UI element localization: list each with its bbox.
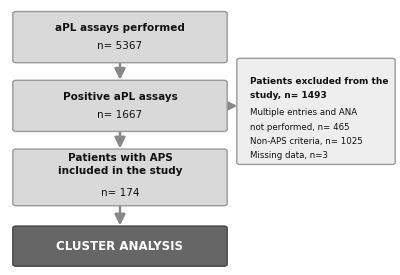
Text: n= 1667: n= 1667 [98, 110, 142, 120]
FancyBboxPatch shape [13, 149, 227, 206]
Text: Missing data, n=3: Missing data, n=3 [250, 151, 328, 160]
Text: study, n= 1493: study, n= 1493 [250, 91, 327, 100]
Text: Patients excluded from the: Patients excluded from the [250, 77, 388, 86]
Text: not performed, n= 465: not performed, n= 465 [250, 123, 350, 132]
Text: n= 174: n= 174 [101, 188, 139, 198]
Text: Patients with APS
included in the study: Patients with APS included in the study [58, 153, 182, 176]
Text: aPL assays performed: aPL assays performed [55, 23, 185, 33]
FancyBboxPatch shape [13, 226, 227, 266]
Text: Positive aPL assays: Positive aPL assays [63, 92, 177, 102]
FancyBboxPatch shape [237, 58, 395, 164]
Text: Multiple entries and ANA: Multiple entries and ANA [250, 108, 357, 117]
Text: Non-APS criteria, n= 1025: Non-APS criteria, n= 1025 [250, 137, 363, 146]
Text: n= 5367: n= 5367 [98, 41, 142, 51]
FancyBboxPatch shape [13, 12, 227, 63]
FancyBboxPatch shape [13, 80, 227, 131]
Text: CLUSTER ANALYSIS: CLUSTER ANALYSIS [56, 240, 184, 253]
